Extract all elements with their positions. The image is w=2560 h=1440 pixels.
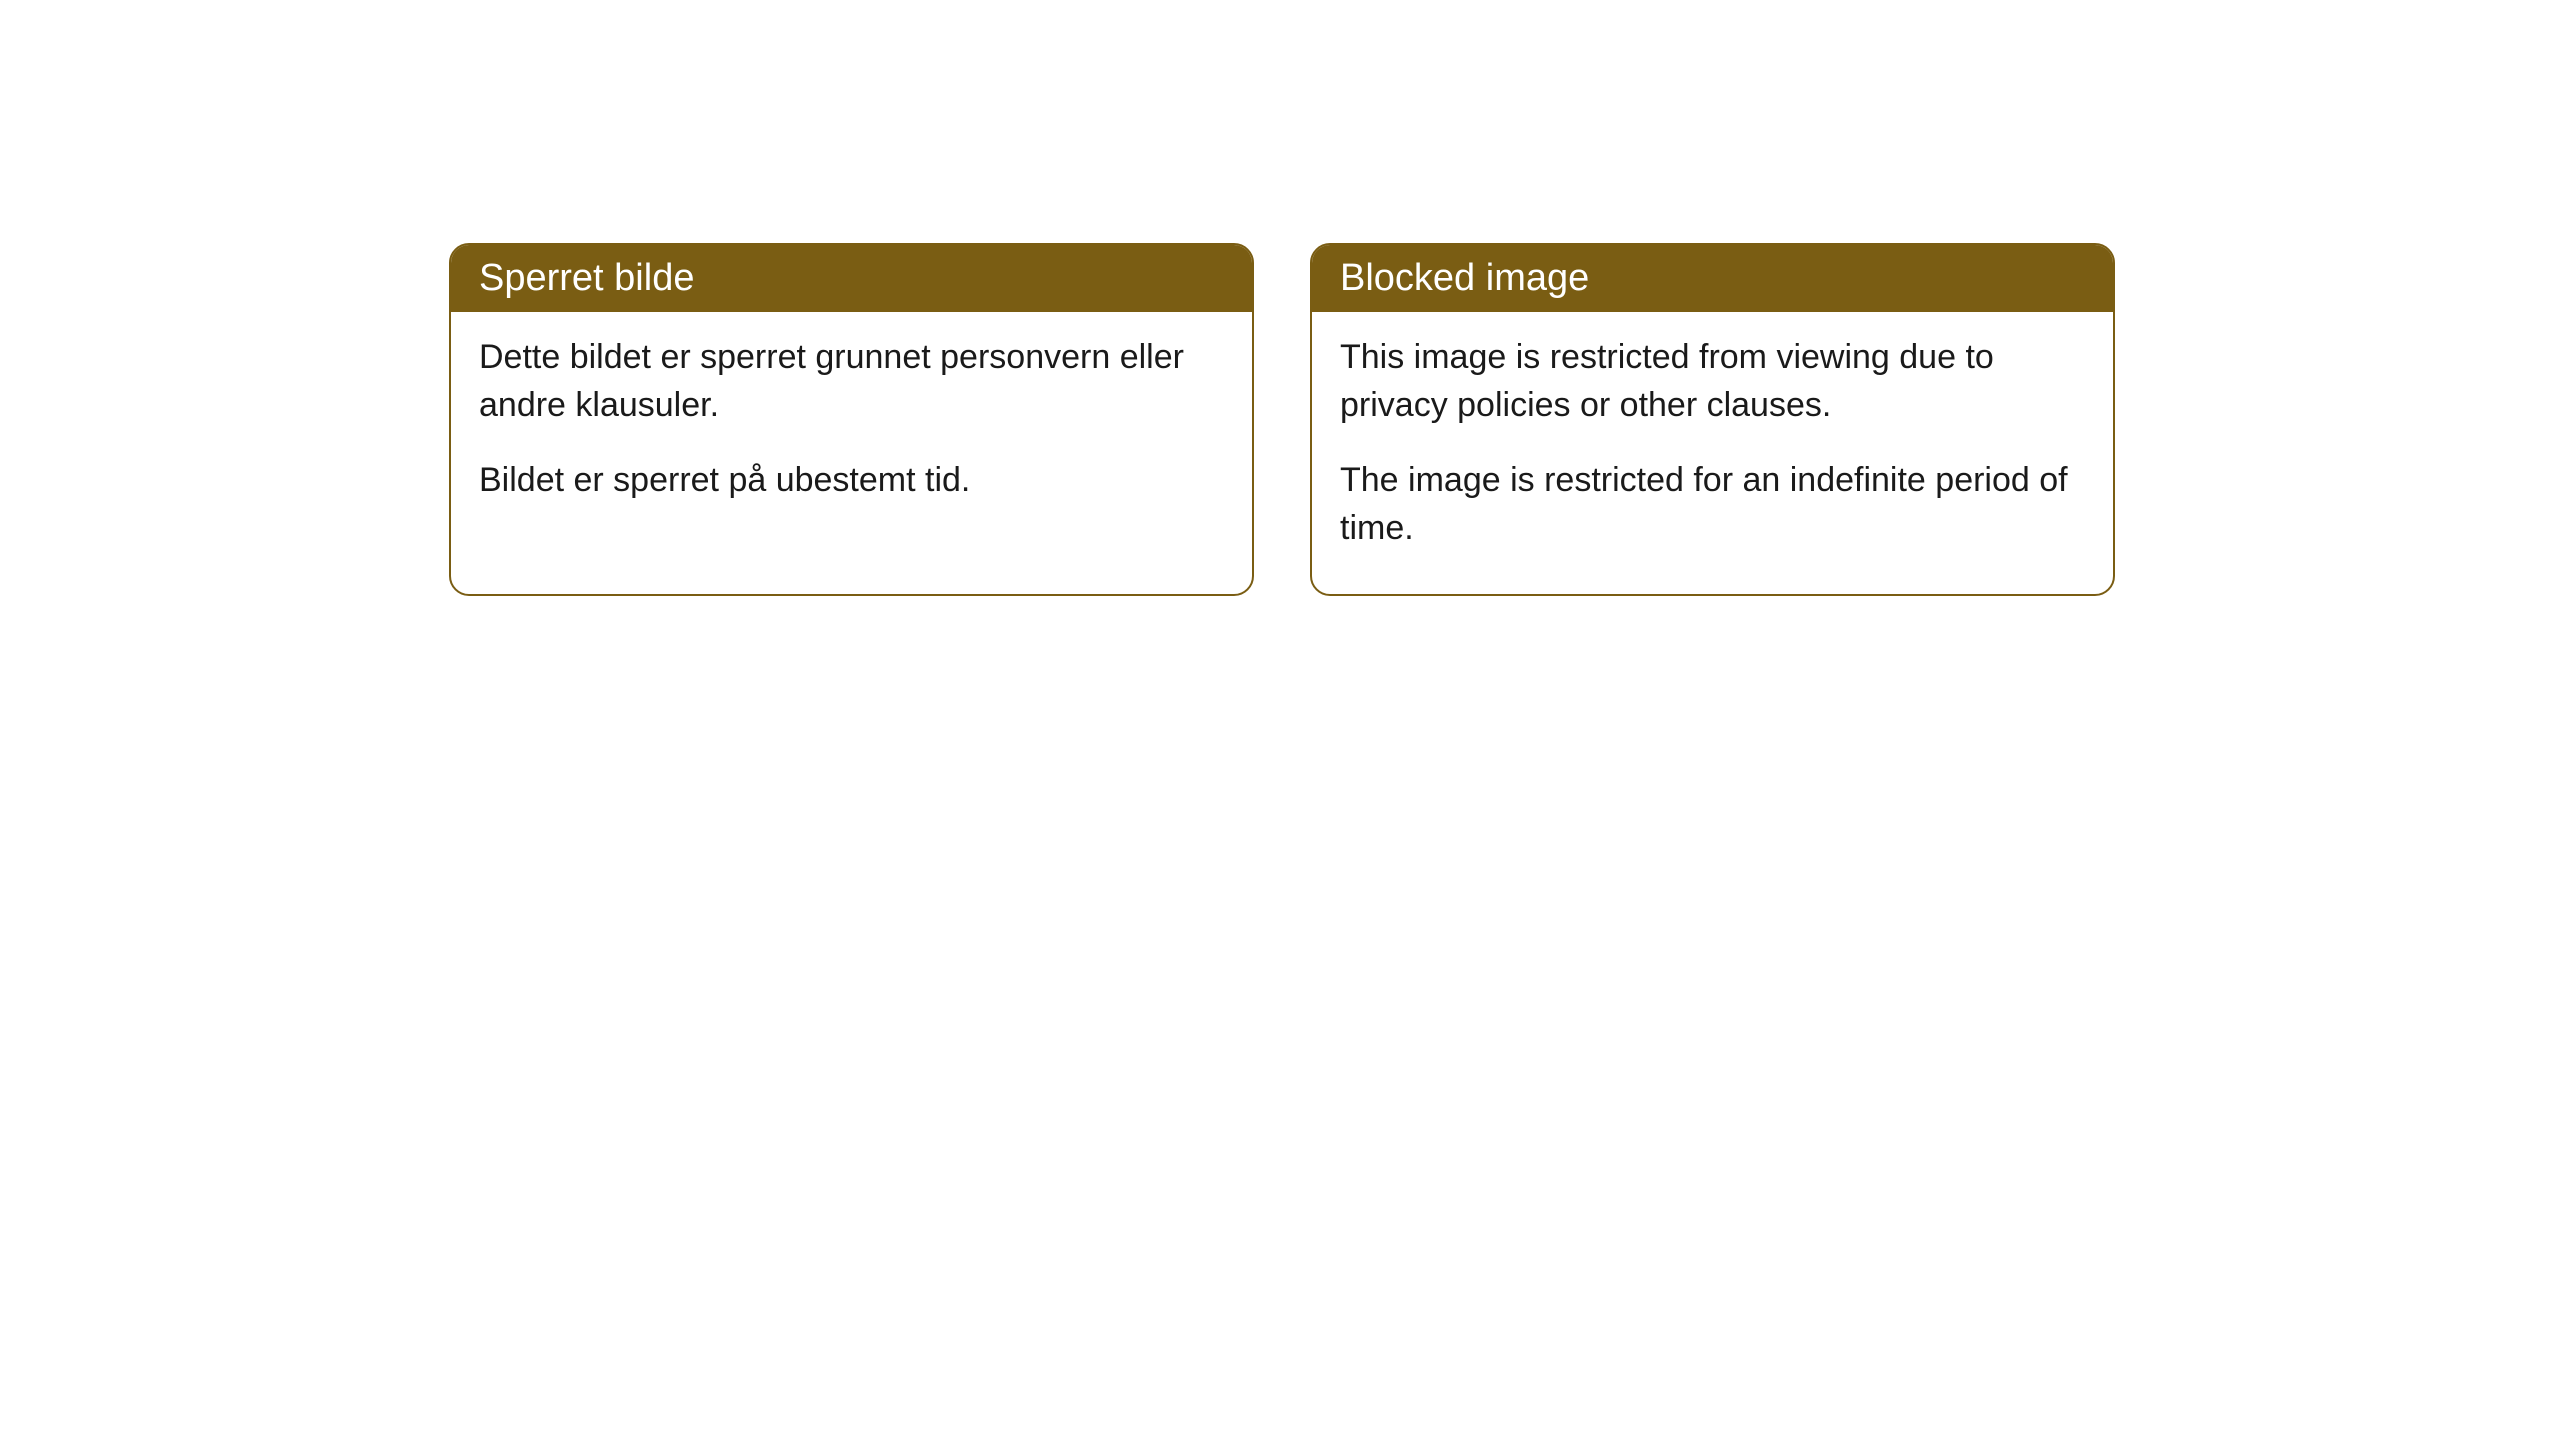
notice-body-norwegian: Dette bildet er sperret grunnet personve… xyxy=(451,312,1252,547)
notice-cards-container: Sperret bilde Dette bildet er sperret gr… xyxy=(449,243,2115,596)
notice-header-norwegian: Sperret bilde xyxy=(451,245,1252,312)
notice-title: Sperret bilde xyxy=(479,257,694,299)
notice-paragraph: The image is restricted for an indefinit… xyxy=(1340,457,2085,552)
notice-card-english: Blocked image This image is restricted f… xyxy=(1310,243,2115,596)
notice-paragraph: Bildet er sperret på ubestemt tid. xyxy=(479,457,1224,505)
notice-paragraph: This image is restricted from viewing du… xyxy=(1340,334,2085,429)
notice-title: Blocked image xyxy=(1340,257,1589,299)
notice-card-norwegian: Sperret bilde Dette bildet er sperret gr… xyxy=(449,243,1254,596)
notice-paragraph: Dette bildet er sperret grunnet personve… xyxy=(479,334,1224,429)
notice-header-english: Blocked image xyxy=(1312,245,2113,312)
notice-body-english: This image is restricted from viewing du… xyxy=(1312,312,2113,594)
